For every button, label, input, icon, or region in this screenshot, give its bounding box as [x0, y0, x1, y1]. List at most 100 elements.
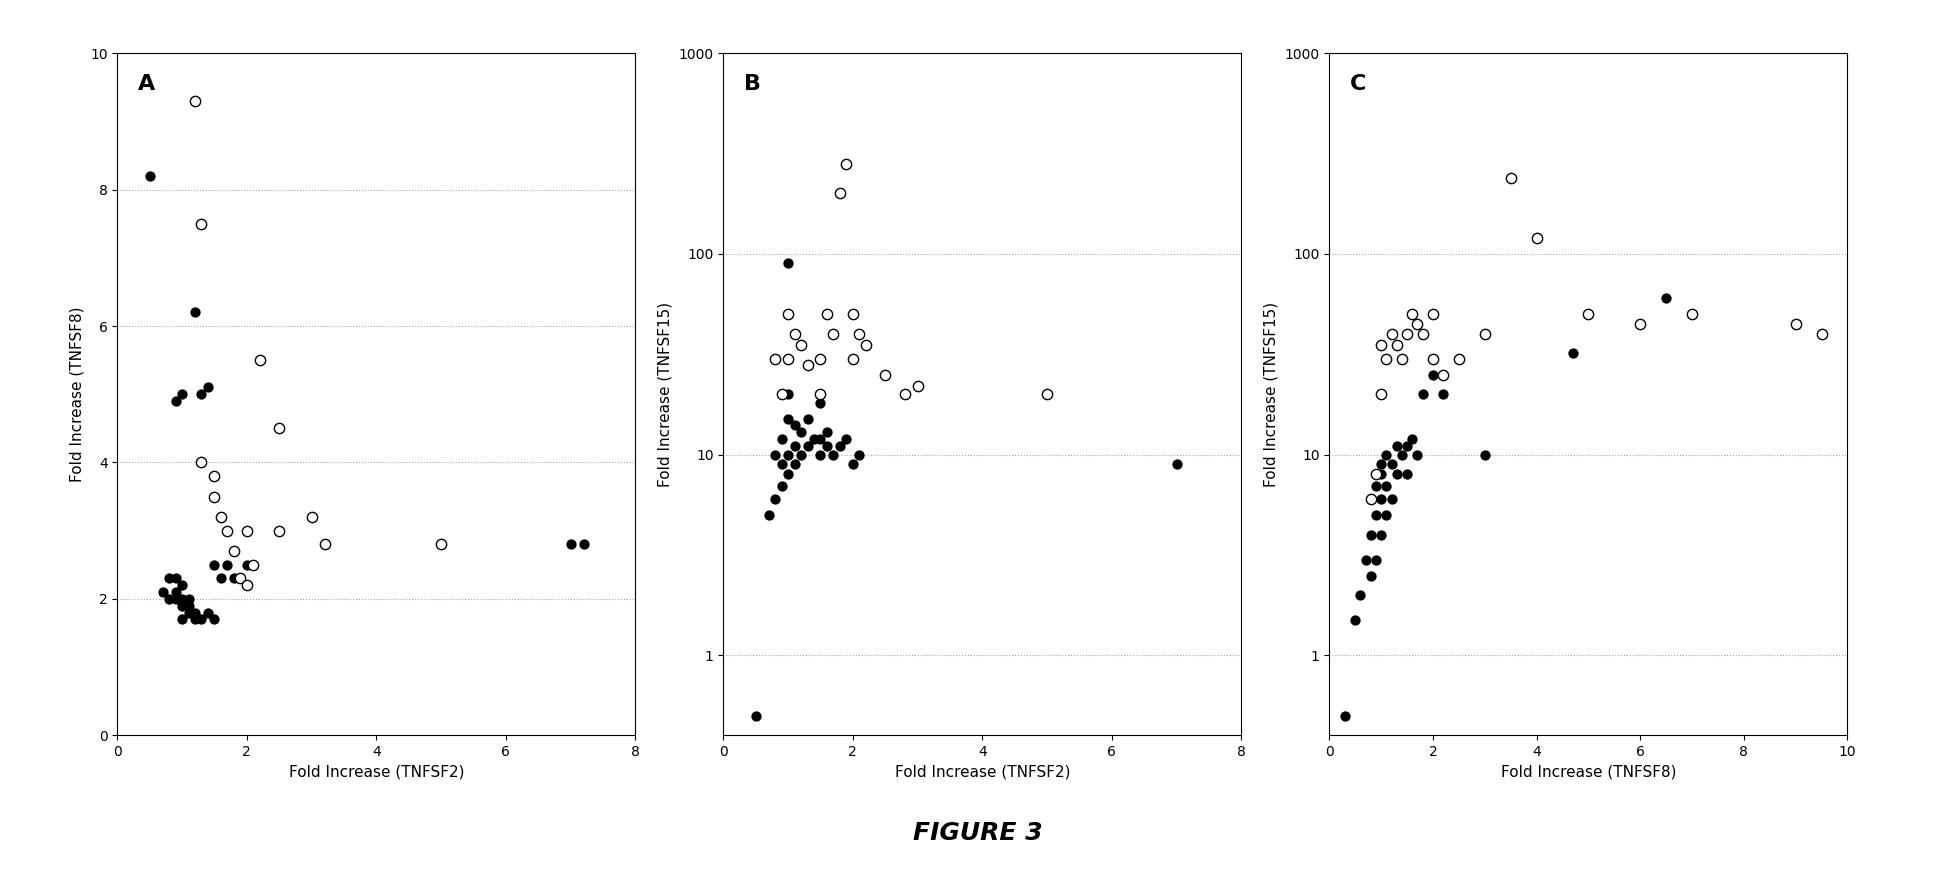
Point	[759, 447, 790, 462]
Point	[231, 579, 262, 593]
Point	[1468, 447, 1499, 462]
Point	[1408, 387, 1439, 401]
Point	[1443, 352, 1474, 366]
Point	[1365, 527, 1396, 541]
Point	[778, 418, 809, 432]
Point	[772, 256, 804, 270]
Point	[798, 431, 829, 446]
Point	[166, 612, 197, 626]
Point	[180, 605, 211, 619]
Point	[1417, 368, 1449, 382]
Point	[1345, 588, 1376, 602]
Point	[1380, 338, 1412, 353]
Point	[786, 424, 817, 439]
Point	[772, 387, 804, 401]
Point	[805, 396, 837, 410]
Point	[1361, 478, 1392, 493]
Point	[778, 457, 809, 471]
Point	[1521, 231, 1552, 245]
Text: A: A	[139, 74, 154, 94]
Point	[817, 327, 848, 341]
Point	[192, 605, 223, 619]
Point	[1365, 338, 1396, 353]
Y-axis label: Fold Increase (TNFSF15): Fold Increase (TNFSF15)	[1265, 302, 1279, 486]
Text: B: B	[745, 74, 760, 94]
Point	[792, 412, 823, 426]
Point	[759, 352, 790, 366]
Text: C: C	[1351, 74, 1367, 94]
Point	[1402, 316, 1433, 330]
Point	[831, 157, 862, 171]
Point	[186, 387, 217, 401]
Point	[1625, 316, 1656, 330]
X-axis label: Fold Increase (TNFSF2): Fold Increase (TNFSF2)	[895, 765, 1069, 780]
Point	[147, 585, 178, 599]
Point	[1468, 327, 1499, 341]
Point	[741, 709, 772, 723]
Point	[1380, 467, 1412, 481]
Point	[192, 380, 223, 394]
Point	[166, 579, 197, 593]
Point	[1496, 170, 1527, 184]
Point	[172, 592, 203, 606]
Point	[831, 431, 862, 446]
Point	[766, 431, 798, 446]
Point	[778, 439, 809, 454]
Point	[186, 455, 217, 470]
Point	[1427, 368, 1458, 382]
Point	[837, 457, 868, 471]
Point	[772, 447, 804, 462]
Point	[1365, 387, 1396, 401]
Point	[172, 605, 203, 619]
Point	[166, 592, 197, 606]
Point	[1417, 307, 1449, 322]
Point	[135, 169, 166, 183]
Point	[1365, 492, 1396, 506]
Point	[1380, 439, 1412, 454]
Point	[180, 306, 211, 320]
Point	[1361, 467, 1392, 481]
Point	[567, 537, 598, 551]
Point	[199, 469, 231, 483]
Point	[154, 592, 184, 606]
Point	[1443, 352, 1474, 366]
Point	[901, 379, 933, 393]
Point	[805, 387, 837, 401]
Point	[1365, 457, 1396, 471]
Point	[231, 558, 262, 572]
Point	[805, 352, 837, 366]
Point	[160, 394, 192, 408]
Point	[1351, 553, 1382, 567]
Point	[845, 327, 876, 341]
Point	[199, 489, 231, 503]
Point	[778, 327, 809, 341]
Point	[1392, 439, 1423, 454]
Point	[825, 439, 856, 454]
Point	[1355, 569, 1386, 583]
Point	[1392, 327, 1423, 341]
Point	[180, 612, 211, 626]
Point	[1806, 327, 1838, 341]
Point	[792, 439, 823, 454]
Point	[1365, 467, 1396, 481]
Point	[870, 368, 901, 382]
Point	[766, 457, 798, 471]
Point	[1339, 613, 1370, 627]
Point	[1376, 492, 1408, 506]
Point	[231, 524, 262, 538]
Point	[205, 510, 237, 525]
Point	[1392, 467, 1423, 481]
Point	[811, 424, 843, 439]
Point	[211, 524, 242, 538]
Text: FIGURE 3: FIGURE 3	[913, 820, 1042, 845]
X-axis label: Fold Increase (TNFSF8): Fold Increase (TNFSF8)	[1501, 765, 1675, 780]
Point	[219, 571, 250, 586]
Point	[555, 537, 586, 551]
Point	[1396, 307, 1427, 322]
Point	[1408, 327, 1439, 341]
Point	[1361, 508, 1392, 522]
Point	[759, 492, 790, 506]
Point	[1402, 447, 1433, 462]
Point	[225, 571, 256, 586]
Point	[772, 412, 804, 426]
